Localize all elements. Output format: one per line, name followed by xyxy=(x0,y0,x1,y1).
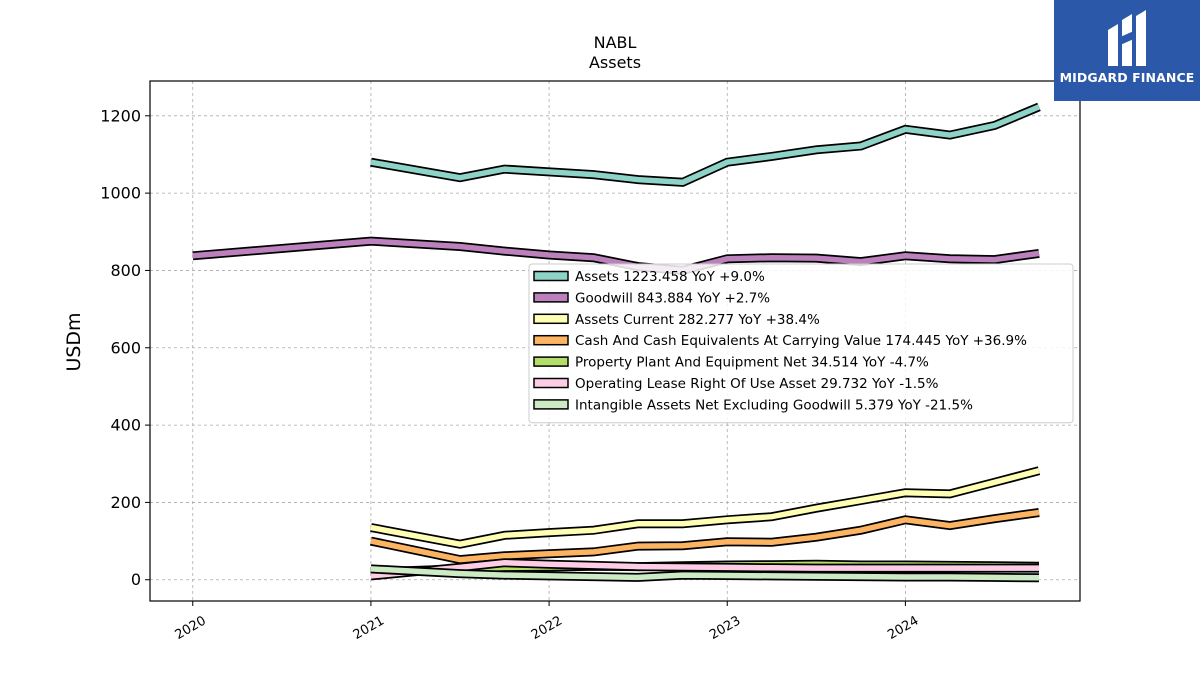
x-tick-label: 2022 xyxy=(529,613,565,643)
x-tick-label: 2024 xyxy=(885,613,921,643)
series-line xyxy=(370,468,1040,548)
y-axis: 0 200 400 600 800 1000 1200 xyxy=(100,106,150,589)
brand-logo-icon xyxy=(1108,10,1146,66)
chart-subtitle: Assets xyxy=(589,53,641,72)
x-tick-label: 2021 xyxy=(351,613,387,643)
series-cash-and-cash-equivalents-at-carrying-value xyxy=(369,508,1040,565)
series-assets xyxy=(370,102,1041,187)
y-tick-label: 200 xyxy=(110,493,141,512)
series-line xyxy=(370,559,1039,579)
plot-frame xyxy=(149,80,1081,602)
series-line-outline xyxy=(370,466,1041,549)
y-tick-label: 800 xyxy=(110,261,141,280)
brand-logo: MIDGARD FINANCE xyxy=(1054,0,1200,101)
x-tick-label: 2020 xyxy=(173,613,209,643)
legend-swatch xyxy=(533,292,569,303)
legend-swatch xyxy=(533,356,569,367)
legend-swatch xyxy=(533,377,569,389)
series-line xyxy=(370,509,1040,563)
y-tick-label: 1000 xyxy=(100,184,141,203)
x-tick-label: 2023 xyxy=(707,613,743,643)
legend-entry: Assets 1223.458 YoY +9.0% xyxy=(575,269,765,285)
legend-box xyxy=(528,263,1074,424)
brand-name: MIDGARD FINANCE xyxy=(1059,70,1195,85)
legend-entry: Operating Lease Right Of Use Asset 29.73… xyxy=(575,376,939,392)
legend-swatch xyxy=(533,399,569,410)
legend-swatch xyxy=(533,313,569,325)
series-line xyxy=(370,104,1041,186)
series-assets-current xyxy=(370,466,1041,549)
series-intangible-assets-net-excluding-goodwill xyxy=(370,564,1040,583)
y-axis-label: USDm xyxy=(63,312,85,371)
y-tick-label: 600 xyxy=(110,338,141,357)
y-tick-label: 400 xyxy=(110,416,141,435)
legend-swatch xyxy=(533,270,569,282)
legend-entry: Cash And Cash Equivalents At Carrying Va… xyxy=(575,333,1027,349)
chart-title: NABL xyxy=(594,33,637,52)
series-operating-lease-right-of-use-asset xyxy=(370,558,1039,581)
legend-entry: Intangible Assets Net Excluding Goodwill… xyxy=(575,397,973,413)
legend-entry: Assets Current 282.277 YoY +38.4% xyxy=(575,312,820,328)
y-tick-label: 0 xyxy=(131,570,141,589)
series-line xyxy=(370,566,1040,581)
y-tick-label: 1200 xyxy=(100,106,141,125)
legend-entry: Property Plant And Equipment Net 34.514 … xyxy=(575,355,929,371)
legend-swatch xyxy=(533,334,569,346)
legend-entry: Goodwill 843.884 YoY +2.7% xyxy=(575,290,770,306)
x-axis: 2020 2021 2022 2023 2024 xyxy=(173,601,921,643)
legend: Assets 1223.458 YoY +9.0% Goodwill 843.88… xyxy=(528,263,1074,424)
series-layer xyxy=(192,102,1041,583)
